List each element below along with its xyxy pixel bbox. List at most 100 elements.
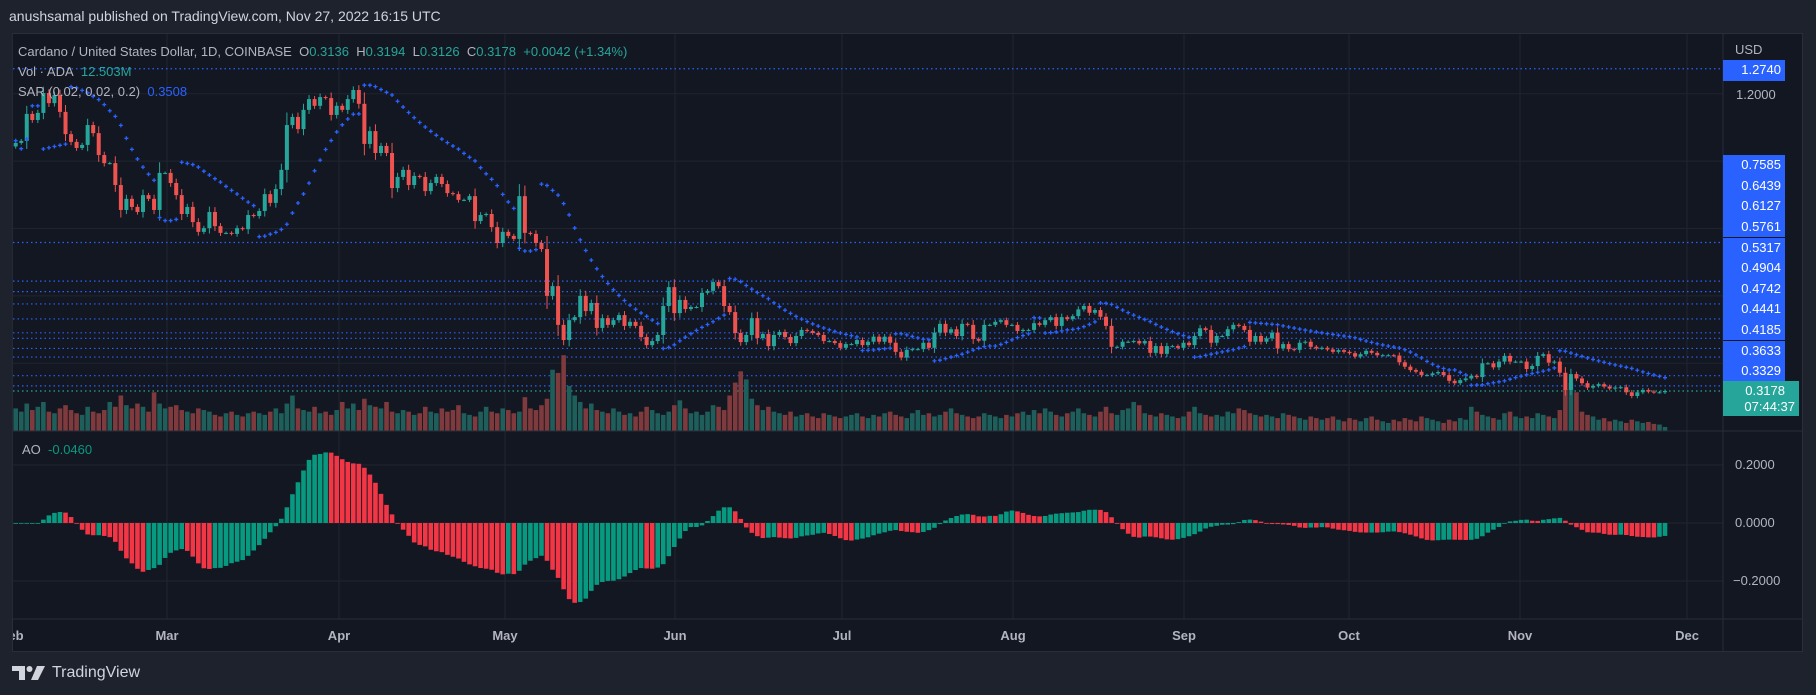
volume-legend[interactable]: Vol · ADA 12.503M — [18, 64, 131, 79]
candle-body — [246, 215, 251, 230]
ao-bar — [915, 523, 921, 533]
sar-dot — [517, 246, 522, 251]
candle-body — [1242, 325, 1247, 330]
candle — [484, 212, 489, 217]
volume-bar — [494, 413, 500, 431]
candle — [1109, 319, 1114, 354]
candle-body — [1474, 375, 1479, 378]
candle — [1651, 390, 1656, 394]
volume-bar — [611, 408, 616, 431]
ao-bar — [1147, 523, 1153, 537]
volume-bar — [1269, 416, 1275, 431]
candle-body — [893, 342, 898, 352]
ao-bar — [245, 523, 251, 556]
ao-bar — [124, 523, 129, 559]
ao-bar — [948, 518, 954, 523]
candle-body — [1043, 320, 1048, 325]
ao-bar — [179, 523, 185, 550]
volume-bar — [1203, 414, 1208, 431]
sar-dot — [616, 293, 621, 298]
candle — [235, 225, 240, 237]
ao-bar — [301, 470, 306, 523]
volume-bar — [1181, 416, 1186, 431]
candle-body — [699, 292, 704, 308]
candle-body — [174, 183, 179, 196]
candle-body — [1092, 310, 1097, 313]
candle-body — [107, 163, 112, 165]
sar-dot — [1629, 366, 1634, 371]
candle — [1126, 340, 1131, 344]
ao-bar — [1385, 523, 1391, 532]
ao-value: -0.0460 — [48, 442, 93, 457]
candle-body — [1270, 332, 1275, 339]
ao-bar — [411, 523, 417, 543]
candle — [1524, 358, 1529, 373]
candle-body — [1552, 361, 1557, 363]
candle — [450, 191, 455, 196]
ao-bar — [1557, 517, 1563, 523]
candle — [915, 347, 920, 351]
candle-body — [1364, 350, 1369, 355]
volume-bar — [738, 371, 744, 431]
ao-bar — [173, 523, 179, 551]
ao-bar — [577, 523, 583, 603]
candle — [207, 206, 212, 234]
ao-bar — [998, 514, 1004, 523]
volume-bar — [190, 413, 196, 431]
sar-dot — [1419, 355, 1424, 360]
ao-bar — [1535, 520, 1541, 523]
sar-dot — [1292, 326, 1297, 331]
sar-dot — [976, 346, 981, 351]
volume-bar — [588, 403, 594, 431]
ao-bar — [517, 523, 522, 571]
candle-body — [832, 341, 837, 344]
sar-dot — [1591, 357, 1596, 362]
volume-bar — [926, 413, 932, 431]
candle — [639, 321, 644, 342]
tradingview-logo[interactable]: TradingView — [12, 664, 140, 682]
candle-body — [860, 340, 865, 346]
candle-body — [412, 175, 417, 186]
volume-bar — [993, 416, 998, 431]
candle-body — [1447, 375, 1452, 381]
ao-bar — [1463, 523, 1469, 540]
ao-bar — [1037, 516, 1042, 523]
volume-bar — [600, 411, 605, 431]
candle — [655, 332, 660, 344]
sar-dot — [594, 266, 599, 271]
volume-bar — [1651, 423, 1657, 431]
sar-legend[interactable]: SAR (0.02, 0.02, 0.2) 0.3508 — [18, 84, 187, 99]
sar-dot — [1026, 331, 1031, 336]
candle-body — [1109, 325, 1114, 347]
candle-body — [80, 144, 85, 148]
volume-bar — [135, 403, 140, 431]
ao-bar — [672, 523, 677, 547]
ao-legend[interactable]: AO -0.0460 — [22, 442, 92, 457]
candle-body — [794, 336, 799, 344]
volume-bar — [1585, 414, 1590, 431]
candle — [257, 208, 262, 219]
candle — [423, 172, 428, 196]
chart-frame[interactable] — [12, 33, 1803, 652]
ao-bar — [561, 523, 566, 590]
candle — [1153, 343, 1158, 356]
sar-dot — [1187, 335, 1192, 340]
sar-dot — [915, 335, 920, 340]
ao-bar — [583, 523, 589, 599]
awesome-oscillator-bars — [13, 452, 1668, 603]
candle — [351, 86, 356, 103]
candle-body — [633, 321, 638, 326]
candle — [1508, 353, 1513, 365]
ao-bar — [196, 523, 201, 564]
ao-bar — [389, 514, 395, 523]
sar-dot — [235, 192, 240, 197]
sar-dot — [384, 90, 389, 95]
symbol-legend[interactable]: Cardano / United States Dollar, 1D, COIN… — [18, 44, 627, 59]
volume-bar — [1629, 419, 1635, 431]
candle — [1115, 345, 1120, 349]
publish-info: anushsamal published on TradingView.com,… — [9, 8, 441, 24]
candle-body — [915, 349, 920, 351]
candle-body — [1054, 317, 1059, 326]
candle — [1175, 344, 1180, 350]
